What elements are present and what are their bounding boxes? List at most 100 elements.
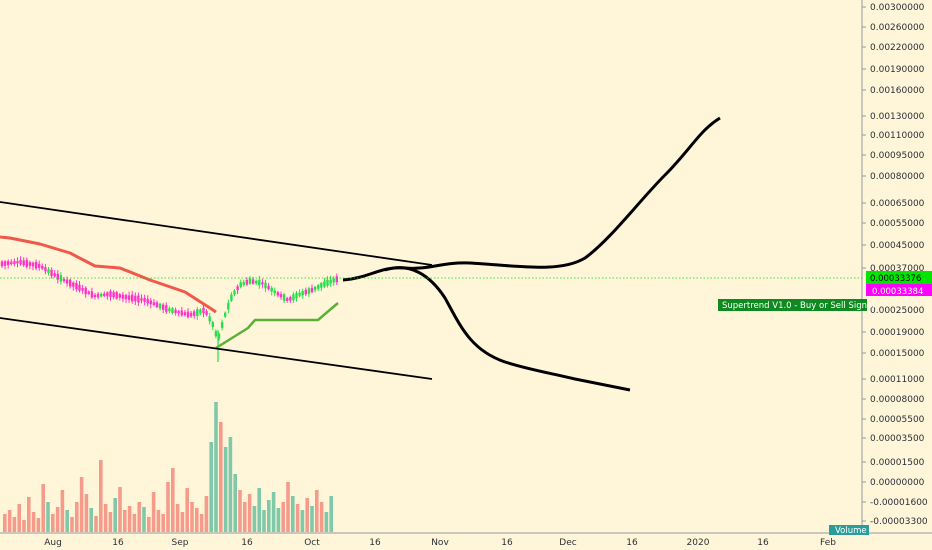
candle-body	[323, 281, 326, 287]
volume-bar	[252, 506, 257, 532]
volume-bar	[147, 517, 151, 532]
candle-body	[292, 294, 295, 301]
time-tick-label: 16	[369, 538, 381, 548]
candle-body	[143, 297, 146, 302]
candle-body	[121, 294, 125, 299]
volume-bar	[223, 447, 228, 532]
candle-body	[199, 309, 202, 314]
volume-bar	[209, 442, 213, 532]
volume-bar	[41, 484, 45, 532]
candle-body	[258, 279, 261, 286]
candle-body	[56, 273, 59, 280]
candle-body	[286, 298, 289, 301]
time-axis[interactable]: Aug 16 Sep 16 Oct 16 Nov 16 Dec 16 2020 16 Feb	[44, 538, 836, 548]
volume-bar	[233, 474, 237, 532]
volume-bar	[219, 422, 223, 532]
candle-body	[217, 333, 221, 339]
volume-bar	[214, 402, 218, 532]
candle-body	[10, 261, 13, 265]
volume-bar	[190, 502, 194, 532]
candle-body	[332, 278, 335, 283]
volume-bar	[55, 507, 60, 532]
volume-bar	[22, 520, 26, 532]
price-tick-label: 0.00001500	[870, 458, 925, 468]
candle-body	[239, 282, 242, 288]
volume-bar	[12, 517, 17, 532]
candle-body	[127, 295, 131, 300]
volume-bar	[17, 504, 21, 532]
candle-body	[211, 322, 214, 328]
volume-bar	[300, 510, 305, 532]
price-tick-label: 0.00003500	[870, 434, 925, 444]
time-tick-label: Oct	[304, 538, 320, 548]
bearish-projection-curve	[384, 266, 631, 392]
candle-body	[25, 259, 28, 267]
candle-body	[103, 293, 106, 296]
time-tick-label: Aug	[44, 538, 62, 548]
volume-bar	[267, 500, 271, 532]
candle-body	[251, 279, 255, 284]
candle-body	[16, 261, 19, 264]
volume-badge[interactable]: Volume	[829, 525, 869, 536]
candle-body	[186, 311, 190, 318]
candle-body	[276, 292, 280, 296]
candle-body	[41, 265, 44, 269]
volume-bar	[262, 510, 266, 532]
time-tick-label: Sep	[172, 538, 189, 548]
volume-bar	[247, 494, 252, 532]
volume-bar	[103, 504, 108, 532]
candle-body	[81, 288, 84, 291]
candle-body	[298, 292, 301, 296]
supertrend-up-segment	[215, 302, 339, 350]
volume-bar	[329, 496, 333, 532]
price-axis[interactable]: 0.00300000 0.00260000 0.00220000 0.00190000…	[862, 3, 928, 527]
candle-body	[7, 261, 10, 266]
candle-body	[140, 298, 143, 301]
price-tick-label: 0.00160000	[870, 86, 925, 96]
volume-label: Volume	[835, 526, 867, 536]
volume-bar	[3, 514, 7, 532]
volume-bar	[70, 517, 74, 532]
indicator-legend[interactable]: Supertrend V1.0 - Buy or Sell Signal	[718, 299, 875, 311]
candle-body	[72, 282, 75, 287]
candle-body	[317, 285, 320, 289]
volume-bar	[276, 508, 281, 532]
drawn-projections	[0, 116, 721, 392]
volume-bar	[281, 502, 285, 532]
last-price-badge: 0.00033376	[866, 271, 932, 284]
volume-bar	[180, 512, 185, 532]
volume-bar	[195, 508, 199, 532]
candle-body	[152, 302, 156, 305]
supertrend-value: 0.00033384	[872, 287, 923, 297]
volume-bar	[108, 512, 113, 532]
volume-bar	[175, 504, 180, 532]
volume-bar	[79, 477, 84, 532]
candle-body	[78, 284, 81, 291]
candle-body	[301, 291, 304, 296]
candle-body	[115, 292, 118, 299]
volume-bar	[27, 497, 31, 532]
volume-bar	[99, 460, 103, 532]
volume-bar	[113, 498, 117, 532]
candle-body	[236, 286, 239, 291]
volume-bar	[238, 490, 242, 532]
volume-bar	[118, 487, 122, 532]
price-tick-label: 0.00095000	[870, 151, 925, 161]
volume-bar	[75, 502, 79, 532]
volume-bar	[51, 514, 55, 532]
candle-body	[214, 331, 218, 337]
price-tick-label: 0.00260000	[870, 23, 925, 33]
candle-body	[196, 309, 199, 316]
candle-body	[34, 262, 38, 269]
price-tick-label: 0.00190000	[870, 65, 925, 75]
candle-body	[329, 279, 332, 284]
candle-body	[267, 285, 270, 290]
volume-bar	[161, 514, 165, 532]
candle-body	[84, 287, 87, 295]
candle-body	[65, 279, 69, 284]
candle-body	[155, 302, 159, 308]
volume-bar	[132, 514, 137, 532]
candle-body	[183, 312, 187, 316]
